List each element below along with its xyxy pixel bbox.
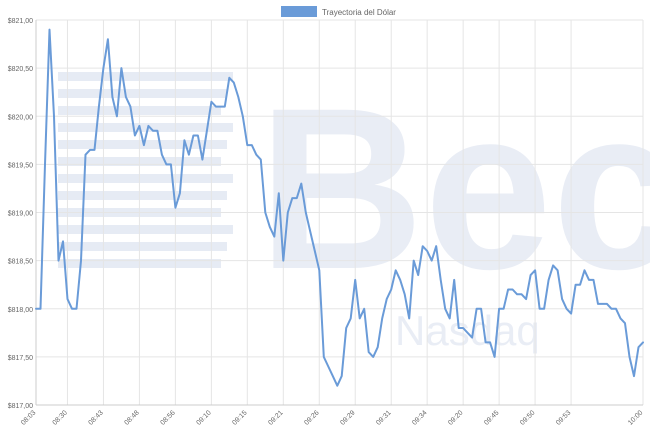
x-tick-label: 09:10 [195,409,212,426]
x-tick-label: 09:15 [231,409,248,426]
y-tick-label: $817,50 [8,355,33,362]
watermark-stripe [58,225,233,234]
watermark-logo: Bec Nasdaq [58,60,650,354]
watermark-sub-text: Nasdaq [395,307,540,354]
x-tick-label: 10:00 [627,409,644,426]
series-line-trayectoria [35,28,644,387]
watermark-stripe [58,140,227,149]
legend-label[interactable]: Trayectoria del Dólar [322,8,396,17]
x-axis: 08:03 08:30 08:43 08:48 08:56 09:10 09:15 09:21… [20,409,644,426]
y-tick-label: $820,50 [8,66,33,73]
x-tick-label: 09:31 [375,409,392,426]
legend[interactable]: Trayectoria del Dólar [281,6,396,17]
y-tick-label: $818,00 [8,307,33,314]
y-tick-label: $820,00 [8,114,33,121]
x-tick-label: 09:34 [411,409,428,426]
x-tick-label: 09:53 [555,409,572,426]
y-tick-label: $819,50 [8,162,33,169]
x-tick-label: 09:20 [447,409,464,426]
x-tick-label: 09:26 [303,409,320,426]
watermark-stripe [58,191,227,200]
x-tick-label: 08:30 [52,409,69,426]
y-tick-label: $817,00 [8,403,33,410]
watermark-brand-text: Bec [258,60,650,317]
x-tick-label: 09:50 [519,409,536,426]
x-tick-label: 08:03 [20,409,37,426]
x-tick-label: 09:45 [483,409,500,426]
watermark-stripe [58,72,233,81]
x-tick-label: 08:56 [159,409,176,426]
y-tick-label: $819,00 [8,211,33,218]
watermark-stripe [58,123,233,132]
y-tick-label: $818,50 [8,259,33,266]
watermark-stripe [58,174,233,183]
x-tick-label: 08:48 [123,409,140,426]
series-layer [35,28,644,387]
x-tick-label: 08:43 [88,409,105,426]
x-tick-label: 09:29 [339,409,356,426]
legend-swatch[interactable] [281,6,317,17]
y-tick-label: $821,00 [8,18,33,25]
x-tick-label: 09:21 [267,409,284,426]
watermark-stripe [58,242,227,251]
chart-gridlines [35,19,644,406]
watermark-stripe [58,89,227,98]
y-axis: $817,00 $817,50 $818,00 $818,50 $819,00 $819,… [8,18,33,410]
